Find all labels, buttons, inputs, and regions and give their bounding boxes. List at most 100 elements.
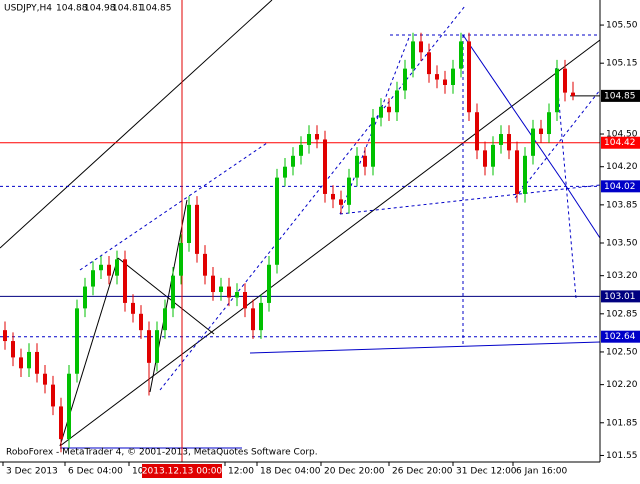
candle-body: [435, 74, 439, 80]
candle-body: [539, 128, 543, 135]
level-label: 104.42: [604, 138, 636, 148]
candle-body: [347, 177, 351, 205]
candle-body: [523, 155, 527, 194]
candle-body: [515, 150, 519, 194]
ohlc-open: 104.88: [56, 4, 88, 14]
cursor-label-bg: [142, 464, 222, 478]
candle-body: [363, 155, 367, 167]
y-tick-label: 102.85: [606, 309, 638, 319]
ohlc-low: 104.81: [112, 4, 144, 14]
price-label: 104.85: [604, 91, 636, 101]
ohlc-high: 104.98: [84, 4, 116, 14]
footer: RoboForex - MetaTrader 4, © 2001-2013, M…: [6, 448, 318, 458]
candle-body: [179, 242, 183, 276]
level-label: 103.01: [604, 292, 636, 302]
candle-body: [19, 357, 23, 369]
candle-body: [219, 286, 223, 293]
candle-body: [3, 330, 7, 342]
y-tick-label: 103.85: [606, 200, 638, 210]
candle-body: [283, 166, 287, 178]
x-tick-label: 3 Dec 2013: [6, 467, 58, 477]
level-label: 102.64: [604, 332, 636, 342]
candle-body: [115, 259, 119, 276]
candle-body: [307, 134, 311, 145]
candle-body: [195, 204, 199, 254]
candle-body: [267, 264, 271, 303]
candle-body: [299, 144, 303, 156]
candle-body: [459, 41, 463, 69]
y-tick-label: 105.50: [606, 21, 638, 31]
candle-body: [91, 270, 95, 287]
y-tick-label: 101.85: [606, 418, 638, 428]
x-tick-label: 18 Dec 04:00: [260, 467, 321, 477]
candle-body: [571, 92, 575, 96]
candle-body: [107, 264, 111, 276]
candle-body: [555, 68, 559, 113]
level-label: 104.02: [604, 182, 636, 192]
candle-body: [227, 286, 231, 298]
candle-body: [139, 313, 143, 331]
candle-body: [35, 351, 39, 374]
candle-body: [275, 177, 279, 265]
candle-body: [51, 384, 55, 407]
x-tick-label: 26 Dec 20:00: [392, 467, 453, 477]
y-tick-label: 103.20: [606, 271, 638, 281]
candle-body: [331, 193, 335, 200]
candle-body: [491, 144, 495, 167]
candle-body: [395, 90, 399, 113]
y-tick-label: 105.15: [606, 59, 638, 69]
candle-body: [563, 68, 567, 93]
candle-body: [323, 139, 327, 194]
candle-body: [99, 264, 103, 271]
level-label-bg: [601, 290, 640, 303]
x-tick-label: 6 Dec 04:00: [68, 467, 123, 477]
candle-body: [27, 351, 31, 369]
candle-body: [443, 79, 447, 85]
y-tick-label: 104.50: [606, 130, 638, 140]
candle-body: [475, 112, 479, 151]
y-tick-label: 103.50: [606, 238, 638, 248]
y-tick-label: 101.55: [606, 451, 638, 461]
candle-body: [163, 308, 167, 331]
x-tick-label: 20 Dec 20:00: [324, 467, 385, 477]
y-tick-label: 102.50: [606, 347, 638, 357]
ohlc-close: 104.85: [140, 4, 172, 14]
x-tick-label: 10: [132, 467, 144, 477]
candle-body: [467, 41, 471, 113]
candle-body: [355, 155, 359, 178]
trend-lines: [0, 0, 601, 449]
candle-body: [379, 106, 383, 118]
candle-body: [419, 41, 423, 53]
candle-body: [155, 330, 159, 363]
candle-body: [371, 117, 375, 167]
candle-body: [451, 68, 455, 85]
price-label-bg: [601, 89, 640, 102]
candle-body: [315, 134, 319, 140]
chart-title: USDJPY,H4: [4, 4, 52, 14]
candle-body: [187, 204, 191, 243]
candle-body: [75, 308, 79, 374]
candle-body: [483, 150, 487, 167]
candle-body: [499, 134, 503, 145]
candle-body: [11, 341, 15, 358]
candle-body: [243, 292, 247, 309]
y-tick-label: 104.20: [606, 162, 638, 172]
plot-area: [0, 0, 600, 462]
candle-body: [339, 199, 343, 205]
candle-body: [251, 308, 255, 331]
level-label-bg: [601, 330, 640, 343]
x-tick-label: 12:00: [228, 467, 254, 477]
candle-body: [59, 406, 63, 440]
candle-body: [531, 128, 535, 156]
candle-body: [427, 52, 431, 75]
candle-body: [43, 373, 47, 385]
candle-body: [235, 292, 239, 298]
candle-body: [387, 106, 391, 113]
candle-body: [171, 275, 175, 309]
candle-body: [411, 41, 415, 69]
x-tick-label: 31 Dec 12:00: [456, 467, 517, 477]
y-tick-label: 102.20: [606, 380, 638, 390]
level-label-bg: [601, 136, 640, 149]
